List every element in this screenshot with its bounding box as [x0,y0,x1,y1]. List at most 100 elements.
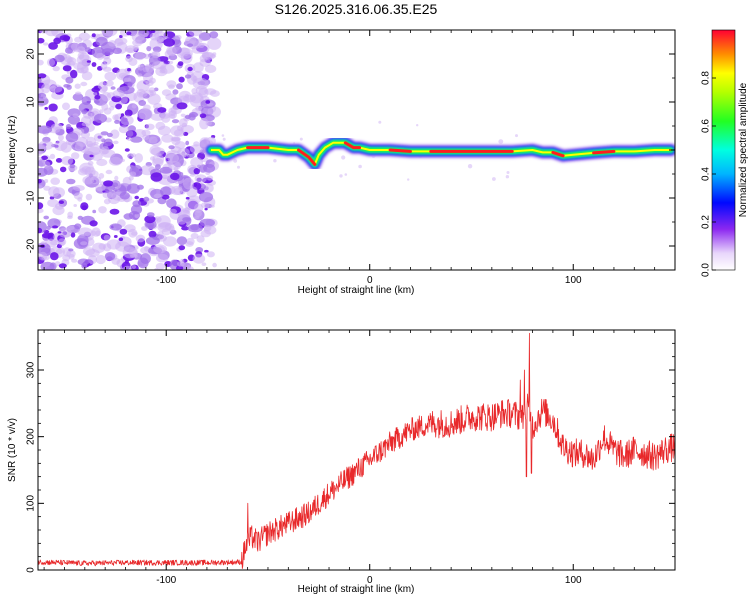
noise-speckle [137,257,149,269]
colorbar: 0.0 0.2 0.4 0.6 0.8 Normalized spectral ampl… [701,29,749,277]
noise-speckle [103,138,113,147]
noise-speckle [43,161,51,168]
noise-speckle [98,173,105,179]
noise-speckle [206,251,215,258]
noise-speckle [101,48,114,56]
noise-speckle [188,266,194,270]
noise-speckle [38,167,48,177]
noise-speckle [98,243,107,250]
noise-speckle [339,174,343,178]
noise-speckle [299,137,303,141]
noise-speckle [94,113,107,124]
noise-speckle [198,191,214,203]
noise-speckle [53,37,62,44]
noise-speckle [43,215,49,220]
noise-speckle [178,172,184,177]
noise-speckle [199,113,207,118]
noise-speckle [189,111,198,118]
noise-speckle [145,221,155,228]
noise-speckle [38,185,43,189]
noise-speckle [38,227,43,234]
noise-speckle [134,153,143,163]
noise-speckle [62,65,72,72]
noise-speckle [62,102,70,111]
noise-speckle [143,32,149,38]
noise-speckle [95,184,106,192]
noise-speckle [204,249,209,253]
noise-speckle [515,134,518,138]
noise-speckle [65,76,74,84]
noise-speckle [161,134,174,143]
noise-speckle [164,223,175,231]
noise-speckle [344,173,348,176]
noise-speckle [106,132,113,138]
bottom-y-tick-label: 100 [26,495,37,512]
noise-speckle [52,66,60,72]
noise-speckle [189,144,203,154]
noise-speckle [69,164,76,169]
noise-speckle [178,90,192,102]
bottom-y-tick-label: 300 [26,361,37,378]
noise-speckle [118,125,129,134]
noise-speckle [71,258,78,263]
noise-speckle [132,39,143,47]
bottom-x-tick-label: -100 [156,575,176,586]
noise-speckle [38,208,44,214]
noise-speckle [38,140,54,150]
noise-speckle [44,179,49,183]
noise-speckle [221,134,225,137]
noise-speckle [153,193,162,199]
ridge-peak [388,148,412,153]
noise-speckle [407,178,410,181]
noise-speckle [203,163,216,173]
noise-speckle [170,172,180,181]
noise-speckle [159,166,173,174]
noise-speckle [185,241,194,247]
noise-speckle [103,107,112,115]
noise-speckle [119,228,128,235]
noise-speckle [142,67,150,73]
noise-speckle [158,177,174,186]
noise-speckle [92,209,97,214]
noise-speckle [51,123,63,130]
noise-speckle [193,168,200,175]
noise-speckle [146,46,152,52]
noise-speckle [126,31,132,36]
noise-speckle [67,215,73,220]
noise-speckle [130,153,137,158]
top-y-tick-label: -10 [26,190,37,205]
noise-speckle [81,96,92,106]
noise-speckle [171,119,180,124]
noise-speckle [198,32,211,41]
noise-speckle [38,202,44,210]
noise-speckle [49,84,63,93]
noise-speckle [201,262,207,267]
noise-speckle [44,30,59,37]
noise-speckle [76,46,86,54]
noise-speckle [72,93,84,101]
noise-speckle [178,245,186,251]
noise-speckle [144,215,156,224]
noise-speckle [112,182,119,187]
noise-speckle [54,54,65,63]
noise-speckle [130,136,143,143]
noise-speckle [176,83,183,90]
noise-speckle [113,140,119,145]
noise-speckle [119,191,130,200]
noise-speckle [157,107,167,113]
noise-speckle [70,232,76,238]
noise-speckle [131,33,145,42]
noise-speckle [212,52,217,56]
noise-speckle [46,58,56,67]
noise-speckle [194,174,207,184]
noise-speckle [58,263,67,269]
noise-speckle [90,152,103,161]
noise-speckle [155,163,161,170]
noise-speckle [498,139,504,145]
noise-speckle [149,145,161,156]
noise-speckle [91,62,97,67]
noise-speckle [206,175,214,181]
noise-speckle [100,131,109,136]
noise-speckle [149,90,157,96]
